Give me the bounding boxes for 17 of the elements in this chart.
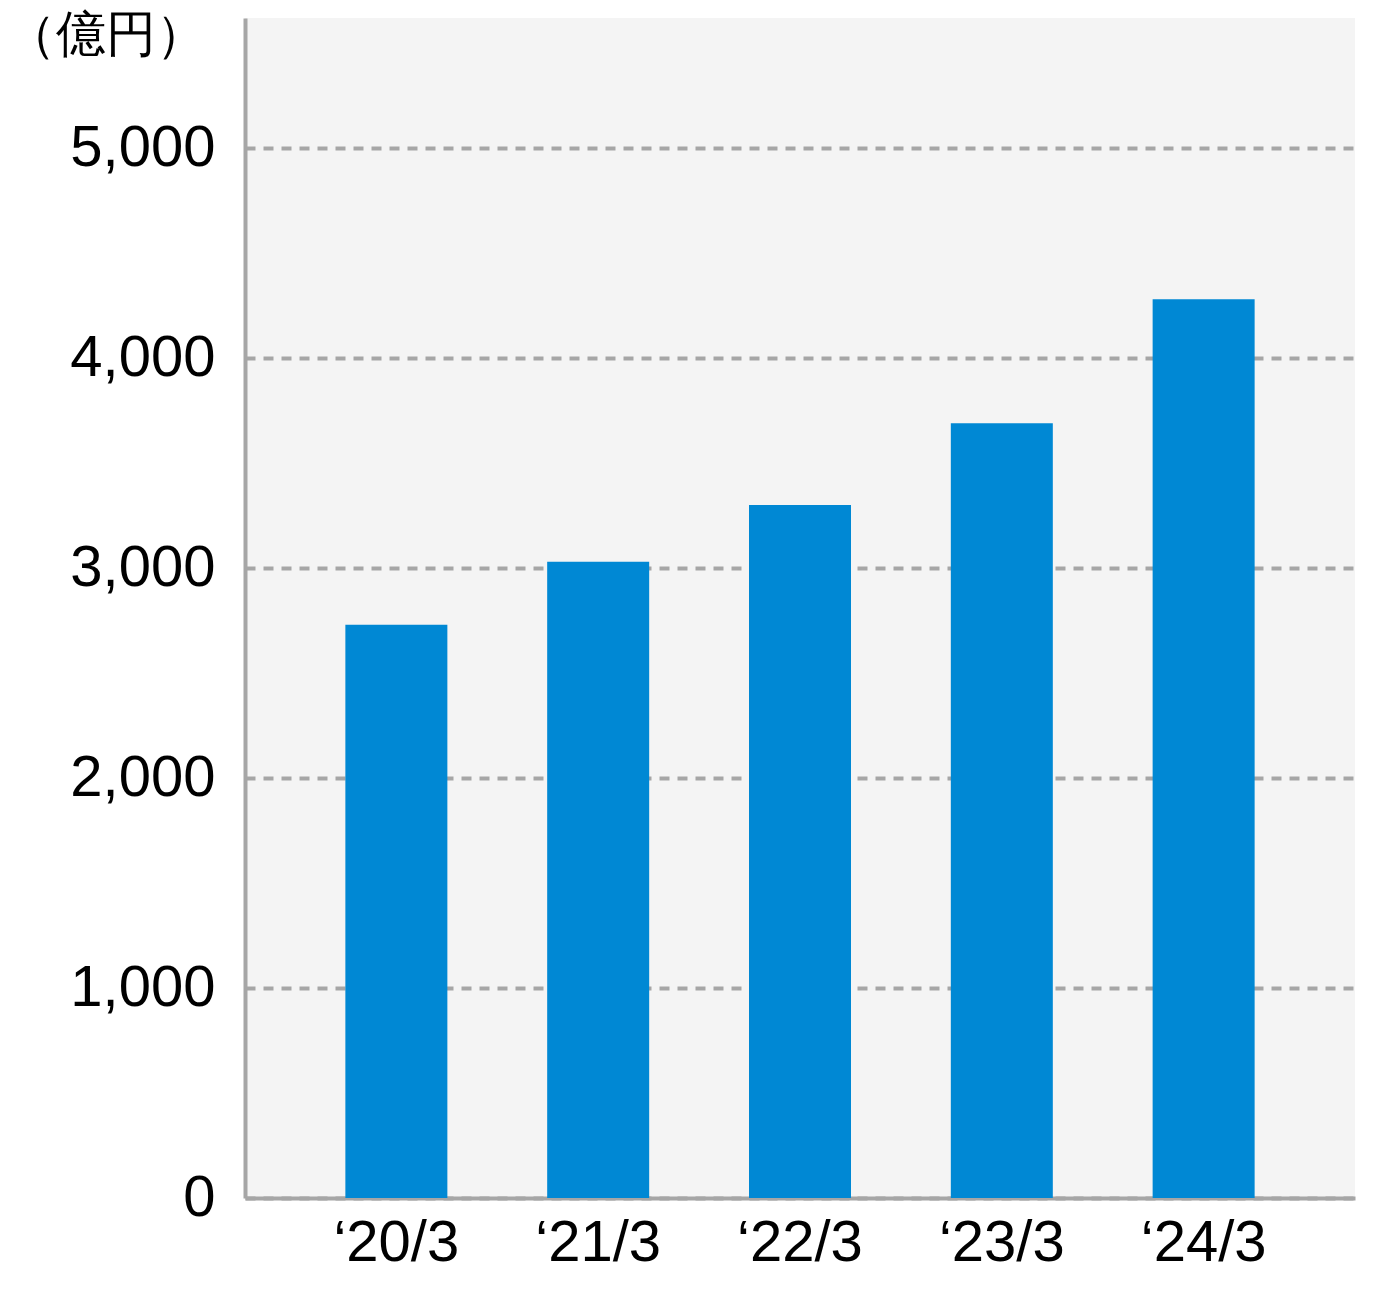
- x-tick-label: ‘21/3: [535, 1207, 662, 1273]
- x-tick-label: ‘23/3: [938, 1207, 1065, 1273]
- x-tick-label: ‘22/3: [737, 1207, 863, 1273]
- bar: [547, 561, 650, 1198]
- y-tick-label: 3,000: [70, 532, 216, 598]
- bar: [950, 423, 1053, 1198]
- x-tick-label: ‘20/3: [333, 1207, 460, 1273]
- bar: [1152, 299, 1255, 1198]
- bar: [749, 505, 851, 1198]
- y-tick-label: 2,000: [70, 742, 216, 808]
- y-tick-label: 1,000: [70, 952, 216, 1018]
- x-tick-label: ‘24/3: [1140, 1207, 1267, 1273]
- y-tick-label: 5,000: [70, 112, 216, 178]
- y-tick-label: 0: [183, 1162, 216, 1228]
- bar: [345, 624, 448, 1198]
- y-axis-title: （億円）: [5, 5, 206, 62]
- y-tick-label: 4,000: [70, 322, 216, 388]
